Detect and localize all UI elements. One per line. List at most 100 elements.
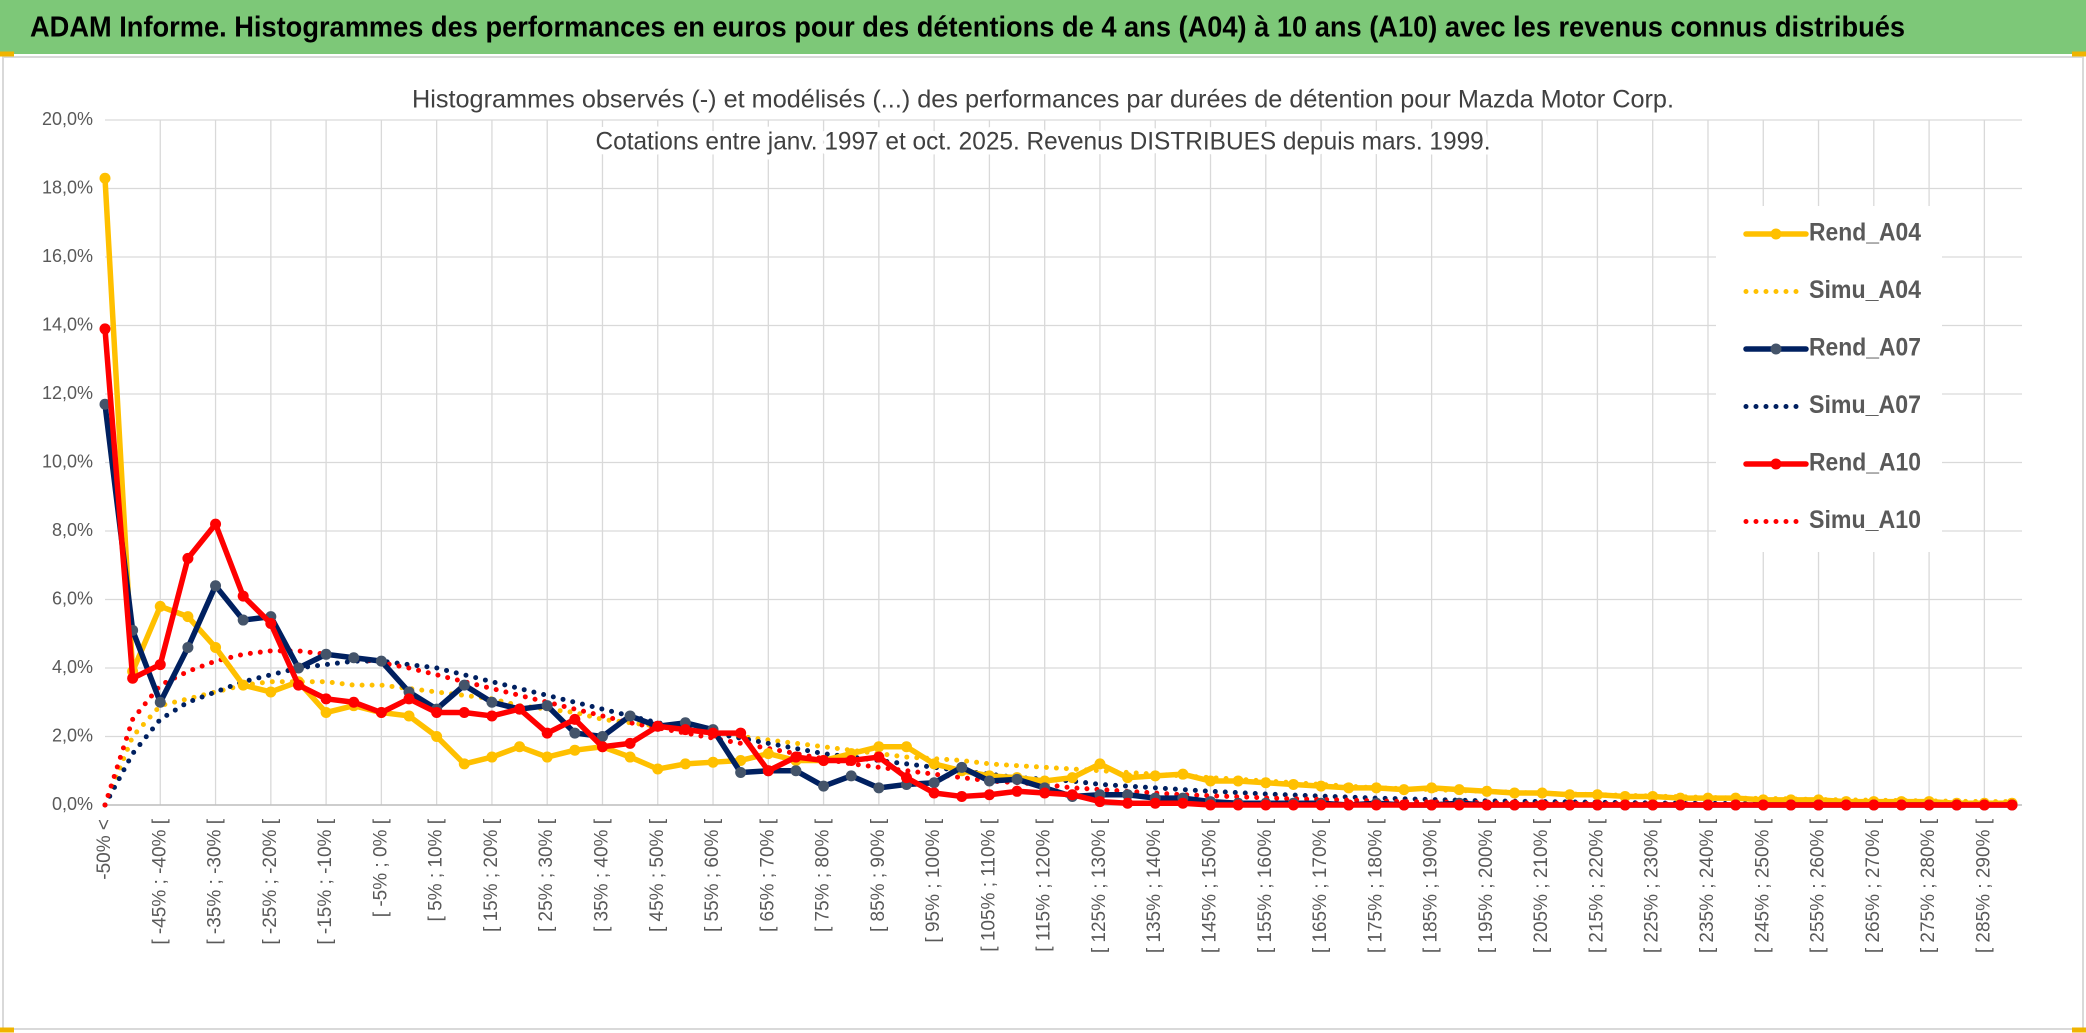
marker: [1122, 789, 1134, 801]
marker: [541, 751, 553, 763]
marker: [375, 707, 387, 719]
marker: [707, 727, 719, 739]
marker: [707, 756, 719, 768]
marker: [1647, 790, 1659, 802]
marker: [900, 741, 912, 753]
marker: [873, 741, 885, 753]
marker: [1674, 799, 1686, 811]
x-tick-label: [ 55% ; 60% [: [702, 818, 723, 932]
marker: [762, 748, 774, 760]
marker: [1011, 773, 1023, 785]
marker: [1536, 787, 1548, 799]
marker: [320, 693, 332, 705]
marker: [1923, 799, 1935, 811]
legend-label: Simu_A10: [1809, 506, 1921, 534]
marker: [237, 590, 249, 602]
marker: [486, 751, 498, 763]
marker: [956, 790, 968, 802]
marker: [1481, 785, 1493, 797]
marker: [1232, 799, 1244, 811]
marker: [403, 693, 415, 705]
marker: [1122, 772, 1134, 784]
marker: [1260, 799, 1272, 811]
marker: [1785, 799, 1797, 811]
x-tick-label: [ 285% ; 290% [: [1973, 818, 1994, 953]
legend-label: Rend_A07: [1809, 334, 1921, 362]
marker: [1398, 784, 1410, 796]
marker: [735, 766, 747, 778]
marker: [458, 707, 470, 719]
y-tick-label: 20,0%: [42, 109, 93, 129]
marker: [486, 696, 498, 708]
marker: [596, 731, 608, 742]
marker: [1149, 770, 1161, 782]
marker: [569, 744, 581, 756]
marker: [1232, 775, 1244, 787]
marker: [1591, 789, 1603, 801]
marker: [1509, 799, 1521, 811]
y-tick-label: 18,0%: [42, 177, 93, 197]
y-tick-label: 10,0%: [42, 451, 93, 471]
x-tick-label: [ -5% ; 0% [: [370, 818, 391, 917]
marker: [1094, 758, 1106, 770]
marker: [1287, 778, 1299, 790]
x-tick-label: [ -45% ; -40% [: [149, 818, 170, 944]
marker: [237, 614, 249, 626]
x-tick-label: [ 115% ; 120% [: [1034, 818, 1055, 951]
x-tick-label: [ -15% ; -10% [: [315, 818, 336, 944]
x-tick-label: [ -25% ; -20% [: [260, 818, 281, 944]
line: [102, 326, 2015, 808]
marker: [818, 754, 830, 766]
marker: [1951, 799, 1963, 811]
x-tick-label: [ 225% ; 230% [: [1642, 818, 1663, 953]
x-tick-label: [ 275% ; 280% [: [1918, 818, 1939, 953]
marker: [1813, 799, 1825, 811]
marker: [541, 700, 553, 712]
marker: [99, 398, 111, 410]
marker: [1895, 799, 1907, 811]
x-tick-label: [ 75% ; 80% [: [813, 818, 834, 932]
marker: [762, 765, 774, 777]
plot-area: 0,0% 2,0% 4,0% 6,0% 8,0% 10,0% 12,0% 14,0% 16,0%…: [42, 109, 2022, 953]
marker: [1066, 789, 1078, 801]
x-tick-label: [ 155% ; 160% [: [1255, 818, 1276, 953]
y-tick-label: 16,0%: [42, 246, 93, 266]
legend-marker: [1770, 228, 1782, 240]
x-tick-label: [ 125% ; 130% [: [1089, 818, 1110, 953]
marker: [983, 789, 995, 801]
marker: [818, 780, 830, 792]
marker: [1453, 784, 1465, 796]
marker: [431, 707, 443, 719]
marker: [1343, 782, 1355, 794]
header-bar: [0, 0, 2086, 54]
x-tick-label: [ 245% ; 250% [: [1752, 818, 1773, 953]
marker: [265, 617, 277, 629]
x-tick-label: [ 235% ; 240% [: [1697, 818, 1718, 953]
marker: [1619, 790, 1631, 802]
marker: [1260, 777, 1272, 789]
y-tick-label: 8,0%: [52, 520, 93, 540]
x-tick-label: [ 185% ; 190% [: [1421, 818, 1442, 953]
marker: [1011, 785, 1023, 797]
x-tick-label: [ 65% ; 70% [: [757, 818, 778, 932]
y-tick-label: 4,0%: [52, 657, 93, 677]
marker: [1757, 799, 1769, 811]
marker: [735, 727, 747, 739]
marker: [210, 518, 222, 530]
marker: [1536, 799, 1548, 811]
x-tick-label: [ 145% ; 150% [: [1200, 818, 1221, 953]
y-tick-label: 0,0%: [52, 794, 93, 814]
marker: [624, 710, 636, 722]
marker: [292, 679, 304, 691]
x-tick-label: [ 15% ; 20% [: [481, 818, 502, 932]
marker: [873, 751, 885, 763]
marker: [1619, 799, 1631, 811]
marker: [900, 772, 912, 784]
header-title: ADAM Informe. Histogrammes des performan…: [30, 12, 1905, 44]
marker: [265, 686, 277, 698]
marker: [679, 724, 691, 736]
marker: [1564, 799, 1576, 811]
marker: [1426, 799, 1438, 811]
marker: [403, 710, 415, 722]
